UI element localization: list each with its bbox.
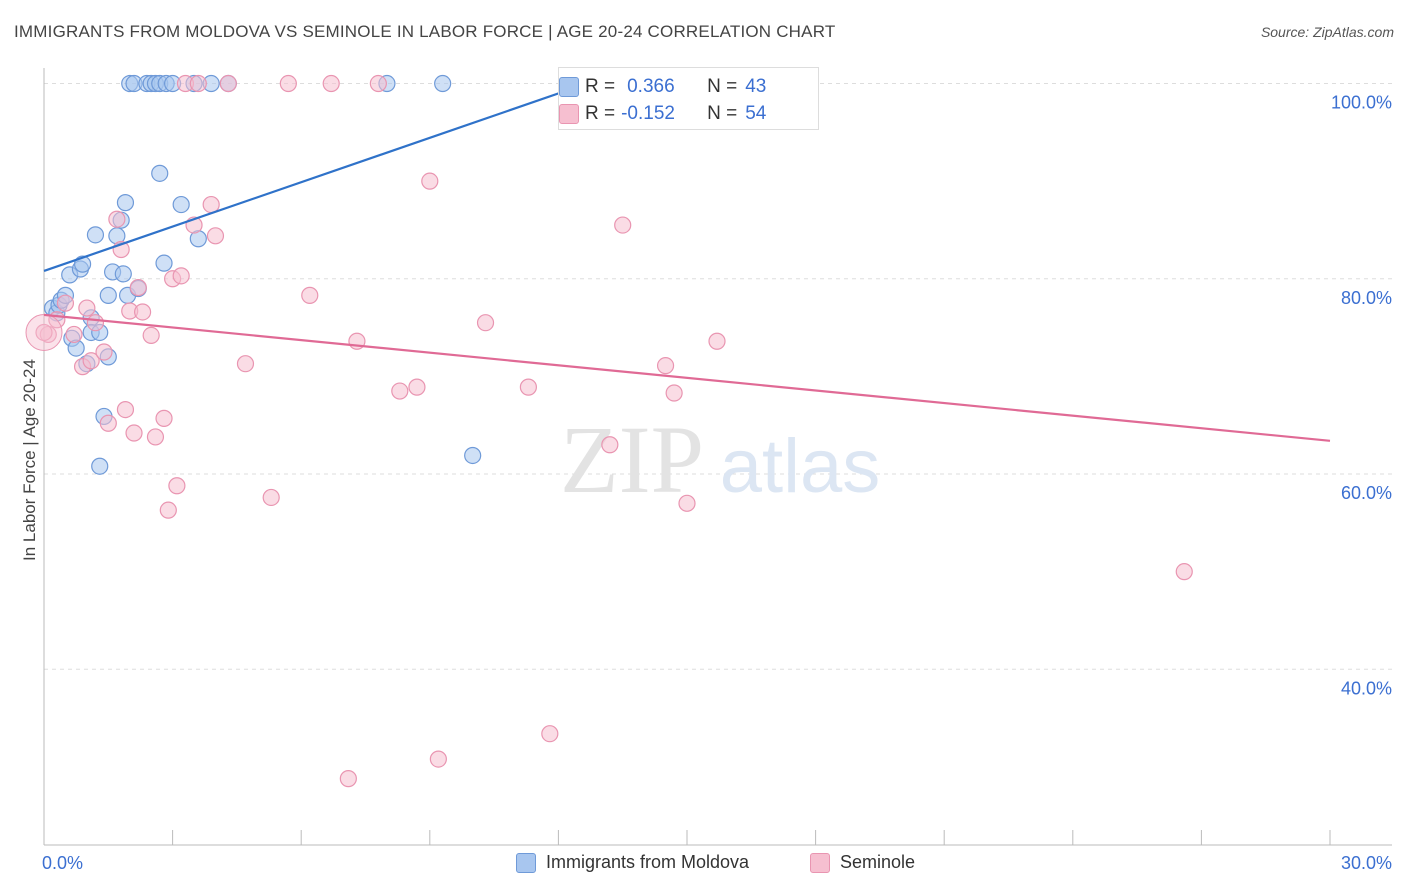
legend-swatch-seminole bbox=[810, 852, 830, 873]
stats-r-value: -0.152 bbox=[621, 103, 675, 124]
point-moldova bbox=[99, 286, 117, 304]
point-seminole bbox=[155, 409, 173, 427]
point-moldova bbox=[434, 74, 452, 93]
point-seminole bbox=[429, 750, 447, 768]
point-seminole bbox=[519, 378, 537, 396]
legend-swatch-moldova bbox=[516, 852, 536, 873]
point-moldova bbox=[86, 226, 105, 244]
point-seminole bbox=[656, 357, 675, 375]
points-layer bbox=[25, 74, 1193, 788]
stats-swatch-moldova bbox=[559, 77, 579, 97]
point-seminole bbox=[125, 424, 143, 442]
point-moldova bbox=[151, 164, 169, 182]
point-seminole bbox=[35, 323, 53, 342]
stats-row-moldova: R = 0.366 N = 43 bbox=[559, 74, 767, 100]
stats-n-value: 54 bbox=[745, 103, 767, 124]
legend-item-moldova[interactable]: Immigrants from Moldova bbox=[516, 852, 749, 873]
point-seminole bbox=[279, 74, 297, 93]
point-seminole bbox=[614, 216, 632, 234]
point-seminole bbox=[206, 227, 225, 245]
axis-layer bbox=[43, 68, 1392, 846]
stats-n-value: 43 bbox=[745, 76, 767, 97]
stats-n-label: N = bbox=[707, 103, 738, 124]
source-label: Source: ZipAtlas.com bbox=[1260, 24, 1394, 40]
point-moldova bbox=[114, 265, 132, 283]
point-seminole bbox=[133, 303, 152, 321]
stats-n-label: N = bbox=[707, 76, 738, 97]
point-seminole bbox=[129, 278, 147, 297]
point-seminole bbox=[142, 326, 160, 344]
legend-label-moldova: Immigrants from Moldova bbox=[546, 852, 750, 872]
point-seminole bbox=[339, 770, 357, 788]
trend-line-seminole bbox=[43, 313, 1331, 442]
y-tick-label: 40.0% bbox=[1341, 678, 1392, 698]
watermark: ZIP atlas bbox=[560, 406, 880, 513]
point-seminole bbox=[541, 725, 559, 743]
point-seminole bbox=[86, 314, 105, 332]
point-moldova bbox=[172, 195, 190, 214]
point-seminole bbox=[665, 384, 683, 402]
point-seminole bbox=[262, 488, 280, 507]
point-seminole bbox=[421, 172, 439, 190]
grid-layer bbox=[44, 83, 1392, 670]
point-seminole bbox=[678, 494, 696, 512]
point-seminole bbox=[146, 428, 165, 446]
y-tick-label: 80.0% bbox=[1341, 288, 1392, 308]
point-seminole bbox=[116, 400, 135, 419]
point-seminole bbox=[172, 267, 190, 285]
chart-title: IMMIGRANTS FROM MOLDOVA VS SEMINOLE IN L… bbox=[14, 22, 836, 41]
point-seminole bbox=[168, 477, 186, 495]
point-seminole bbox=[301, 286, 319, 304]
point-seminole bbox=[108, 210, 126, 228]
stats-r-label: R = bbox=[585, 76, 616, 97]
stats-r-value: 0.366 bbox=[627, 76, 675, 97]
point-seminole bbox=[601, 436, 619, 454]
watermark-atlas: atlas bbox=[720, 424, 881, 509]
tick-label-layer: 100.0% 80.0% 60.0% 40.0% 0.0% 30.0% bbox=[42, 93, 1392, 873]
point-seminole bbox=[56, 294, 75, 312]
x-tick-label: 0.0% bbox=[42, 853, 83, 873]
point-seminole bbox=[236, 355, 255, 373]
x-tick-label: 30.0% bbox=[1341, 853, 1392, 873]
point-seminole bbox=[219, 74, 237, 93]
point-seminole bbox=[82, 352, 100, 370]
point-seminole bbox=[369, 74, 387, 93]
watermark-zip: ZIP bbox=[560, 406, 704, 513]
stats-swatch-seminole bbox=[559, 104, 579, 124]
point-seminole bbox=[476, 314, 495, 332]
point-seminole bbox=[708, 332, 726, 350]
point-moldova bbox=[464, 446, 482, 465]
point-seminole bbox=[408, 378, 426, 396]
trend-line-moldova bbox=[43, 77, 602, 273]
legend-label-seminole: Seminole bbox=[840, 852, 916, 872]
series-legend: Immigrants from Moldova Seminole bbox=[0, 852, 1406, 880]
point-moldova bbox=[155, 254, 173, 272]
point-seminole bbox=[99, 414, 117, 432]
point-seminole bbox=[322, 74, 340, 93]
point-seminole bbox=[391, 382, 409, 400]
point-seminole bbox=[189, 74, 207, 93]
point-moldova bbox=[91, 457, 109, 475]
y-tick-label: 100.0% bbox=[1331, 93, 1392, 113]
stats-legend: R = 0.366 N = 43 R = -0.152 N = 54 bbox=[558, 67, 819, 130]
trend-layer bbox=[43, 77, 1331, 442]
point-moldova bbox=[116, 194, 135, 212]
point-seminole bbox=[65, 325, 83, 344]
point-seminole-cluster bbox=[25, 313, 63, 351]
legend-item-seminole[interactable]: Seminole bbox=[810, 852, 915, 873]
stats-row-seminole: R = -0.152 N = 54 bbox=[559, 101, 767, 127]
point-seminole bbox=[78, 299, 96, 317]
y-tick-label: 60.0% bbox=[1341, 483, 1392, 503]
point-seminole bbox=[1175, 563, 1193, 581]
point-seminole bbox=[159, 501, 177, 519]
point-seminole bbox=[95, 343, 113, 361]
stats-r-label: R = bbox=[585, 103, 616, 124]
